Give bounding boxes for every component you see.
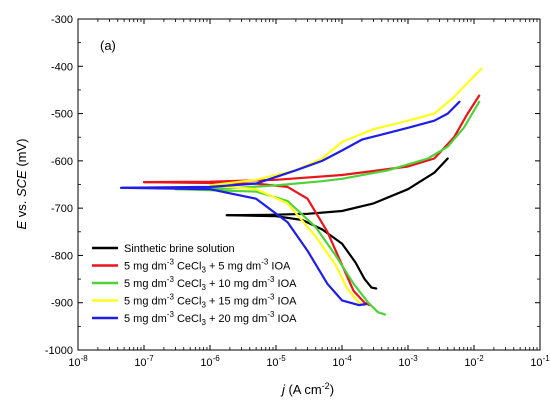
y-tick-label: -500	[51, 109, 73, 121]
legend-text-part: + 10 mg dm	[206, 278, 267, 290]
series-2-cathodic-line	[142, 181, 371, 307]
x-tick-base: 10	[464, 357, 476, 369]
x-tick-label: 10-2	[464, 354, 484, 369]
x-tick-exponent: -6	[213, 354, 221, 363]
x-tick-label: 10-7	[134, 354, 154, 369]
x-tick-base: 10	[134, 357, 146, 369]
y-axis-title-mid: vs.	[14, 197, 29, 221]
x-tick-label: 10-6	[200, 354, 220, 369]
x-tick-exponent: -3	[411, 354, 419, 363]
legend-text-part: 3	[201, 301, 206, 310]
series-2	[142, 94, 481, 307]
legend-text-part: IOA	[274, 278, 297, 290]
series-5-cathodic-line	[119, 186, 367, 307]
legend-text-part: -3	[167, 258, 175, 267]
x-tick-exponent: -4	[345, 354, 353, 363]
legend-text-part: 3	[201, 283, 206, 292]
series-4-anodic-line	[208, 67, 483, 187]
y-tick-label: -1000	[45, 345, 73, 357]
x-tick-label: 10-4	[332, 354, 352, 369]
y-tick-label: -300	[51, 14, 73, 26]
legend-text-part: CeCl	[174, 278, 202, 290]
y-axis-title-tail: (mV)	[14, 138, 29, 170]
legend-text-part: 5 mg dm	[124, 278, 167, 290]
legend-text-part: 5 mg dm	[124, 313, 167, 325]
legend-text-part: IOA	[274, 296, 297, 308]
x-tick-base: 10	[530, 357, 542, 369]
x-tick-label: 10-5	[266, 354, 286, 369]
y-axis-title-italic-e: E	[14, 221, 29, 230]
axis-ticks	[77, 18, 541, 351]
x-tick-exponent: -7	[147, 354, 155, 363]
tick-labels: 10-8 10-7 10-6 10-5 10-4 10-3 10-2 10-1-1000-90…	[45, 14, 550, 369]
panel-label: (a)	[100, 38, 116, 53]
x-tick-exponent: -5	[279, 354, 287, 363]
legend-text-part: -3	[267, 275, 275, 284]
series-4	[208, 67, 483, 307]
legend-text-part: CeCl	[174, 313, 202, 325]
x-tick-base: 10	[266, 357, 278, 369]
legend-text-part: CeCl	[174, 296, 202, 308]
legend-text-part: -3	[167, 275, 175, 284]
x-tick-base: 10	[68, 357, 80, 369]
legend-text-part: CeCl	[174, 261, 202, 273]
legend-text-part: + 15 mg dm	[206, 296, 267, 308]
x-axis-title-sup: -2	[322, 381, 330, 391]
y-tick-label: -800	[51, 250, 73, 262]
legend-label-1: Sinthetic brine solution	[124, 243, 235, 255]
series-3-anodic-line	[174, 100, 481, 191]
x-tick-label: 10-3	[398, 354, 418, 369]
legend-label-2: 5 mg dm-3 CeCl3 + 5 mg dm-3 IOA	[124, 258, 291, 275]
x-axis-title: j (A cm-2)	[280, 381, 334, 397]
series-5-anodic-line	[119, 100, 461, 189]
series-2-anodic-line	[142, 94, 481, 184]
series-1-cathodic-line	[225, 214, 378, 290]
legend-text-part: IOA	[274, 313, 297, 325]
legend-label-3: 5 mg dm-3 CeCl3 + 10 mg dm-3 IOA	[124, 275, 297, 292]
legend: Sinthetic brine solution 5 mg dm-3 CeCl3 …	[92, 243, 297, 327]
legend-text-part: -3	[267, 310, 275, 319]
legend-text-part: -3	[267, 293, 275, 302]
legend-text-part: 3	[201, 318, 206, 327]
legend-text-part: -3	[167, 310, 175, 319]
y-axis-title-italic-sce: SCE	[14, 170, 29, 197]
x-tick-exponent: -1	[543, 354, 550, 363]
x-tick-exponent: -2	[477, 354, 485, 363]
legend-label-4: 5 mg dm-3 CeCl3 + 15 mg dm-3 IOA	[124, 293, 297, 310]
series-4-cathodic-line	[208, 184, 366, 307]
y-tick-label: -600	[51, 156, 73, 168]
legend-text-part: + 20 mg dm	[206, 313, 267, 325]
x-tick-exponent: -8	[81, 354, 89, 363]
legend-text-part: IOA	[268, 261, 291, 273]
legend-text-part: 3	[201, 266, 206, 275]
legend-text-part: 5 mg dm	[124, 261, 167, 273]
legend-text-part: + 5 mg dm	[206, 261, 261, 273]
y-tick-label: -400	[51, 61, 73, 73]
x-tick-label: 10-8	[68, 354, 88, 369]
x-tick-base: 10	[332, 357, 344, 369]
y-tick-label: -700	[51, 203, 73, 215]
x-tick-label: 10-1	[530, 354, 550, 369]
legend-text-part: -3	[261, 258, 269, 267]
legend-label-5: 5 mg dm-3 CeCl3 + 20 mg dm-3 IOA	[124, 310, 297, 327]
series-5	[119, 100, 461, 307]
y-tick-label: -900	[51, 298, 73, 310]
x-axis-title-tail: )	[330, 382, 334, 397]
legend-text-part: -3	[167, 293, 175, 302]
y-axis-title: E vs. SCE (mV)	[14, 138, 29, 229]
legend-text-part: 5 mg dm	[124, 296, 167, 308]
x-axis-title-text: (A cm	[285, 382, 322, 397]
x-tick-base: 10	[398, 357, 410, 369]
series-group	[119, 67, 483, 316]
x-tick-base: 10	[200, 357, 212, 369]
x-axis-title-italic: j	[280, 382, 286, 397]
legend-text-part: Sinthetic brine solution	[124, 243, 235, 255]
